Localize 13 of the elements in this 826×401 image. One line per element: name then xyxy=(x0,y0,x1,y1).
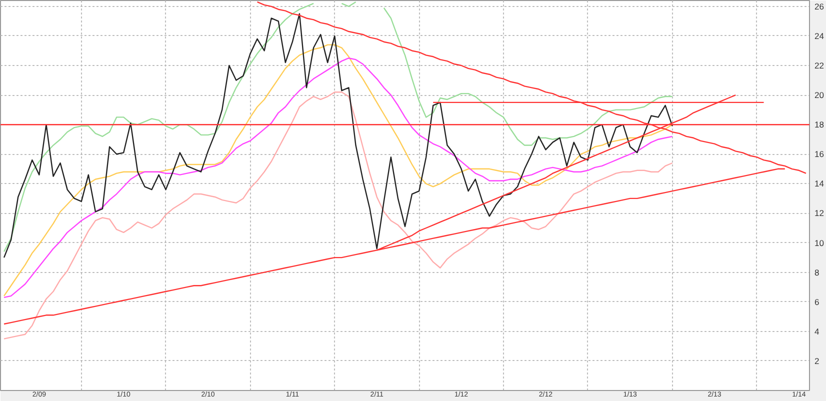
y-tick-label: 10 xyxy=(814,238,824,248)
y-tick-label: 14 xyxy=(814,178,824,189)
y-tick-label: 18 xyxy=(814,120,824,130)
y-tick-label: 22 xyxy=(814,60,824,70)
y-tick-label: 24 xyxy=(814,30,824,41)
y-tick-label: 16 xyxy=(814,149,824,160)
y-tick-label: 2 xyxy=(814,356,820,366)
y-tick-label: 4 xyxy=(814,326,820,336)
y-tick-label: 20 xyxy=(814,90,824,100)
y-tick-label: 8 xyxy=(814,267,820,278)
y-tick-label: 26 xyxy=(814,1,824,12)
y-tick-label: 6 xyxy=(814,296,820,307)
y-tick-label: 12 xyxy=(814,208,824,218)
